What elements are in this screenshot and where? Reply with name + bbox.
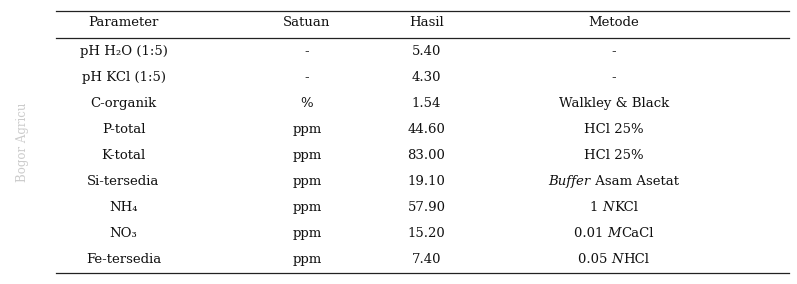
Text: 0.05: 0.05 — [578, 253, 611, 266]
Text: pH KCl (1:5): pH KCl (1:5) — [81, 71, 166, 84]
Text: pH H₂O (1:5): pH H₂O (1:5) — [80, 45, 167, 58]
Text: 5.40: 5.40 — [412, 45, 441, 58]
Text: 57.90: 57.90 — [407, 201, 446, 214]
Text: NH₄: NH₄ — [109, 201, 138, 214]
Text: Hasil: Hasil — [409, 16, 444, 28]
Text: ppm: ppm — [292, 253, 321, 266]
Text: NO₃: NO₃ — [110, 227, 137, 240]
Text: -: - — [304, 71, 309, 84]
Text: -: - — [611, 71, 616, 84]
Text: Asam Asetat: Asam Asetat — [591, 175, 679, 188]
Text: 1.54: 1.54 — [412, 97, 441, 110]
Text: Buffer: Buffer — [548, 175, 591, 188]
Text: 7.40: 7.40 — [411, 253, 442, 266]
Text: HCl 25%: HCl 25% — [584, 123, 643, 136]
Text: 0.01: 0.01 — [574, 227, 607, 240]
Text: ppm: ppm — [292, 201, 321, 214]
Text: HCl 25%: HCl 25% — [584, 149, 643, 162]
Text: 44.60: 44.60 — [407, 123, 446, 136]
Text: ppm: ppm — [292, 175, 321, 188]
Text: 4.30: 4.30 — [411, 71, 442, 84]
Text: ppm: ppm — [292, 227, 321, 240]
Text: 1: 1 — [590, 201, 603, 214]
Text: 83.00: 83.00 — [407, 149, 446, 162]
Text: Satuan: Satuan — [283, 16, 331, 28]
Text: P-total: P-total — [102, 123, 145, 136]
Text: Walkley & Black: Walkley & Black — [559, 97, 669, 110]
Text: N: N — [611, 253, 623, 266]
Text: %: % — [300, 97, 313, 110]
Text: ppm: ppm — [292, 123, 321, 136]
Text: Si-tersedia: Si-tersedia — [88, 175, 159, 188]
Text: Bogor Agricu: Bogor Agricu — [16, 102, 29, 182]
Text: -: - — [611, 45, 616, 58]
Text: HCl: HCl — [623, 253, 650, 266]
Text: ppm: ppm — [292, 149, 321, 162]
Text: M: M — [607, 227, 621, 240]
Text: -: - — [304, 45, 309, 58]
Text: Parameter: Parameter — [88, 16, 159, 28]
Text: N: N — [603, 201, 614, 214]
Text: C-organik: C-organik — [90, 97, 157, 110]
Text: Metode: Metode — [588, 16, 639, 28]
Text: K-total: K-total — [101, 149, 146, 162]
Text: CaCl: CaCl — [621, 227, 654, 240]
Text: 19.10: 19.10 — [407, 175, 446, 188]
Text: 15.20: 15.20 — [407, 227, 446, 240]
Text: Fe-tersedia: Fe-tersedia — [86, 253, 161, 266]
Text: KCl: KCl — [614, 201, 638, 214]
